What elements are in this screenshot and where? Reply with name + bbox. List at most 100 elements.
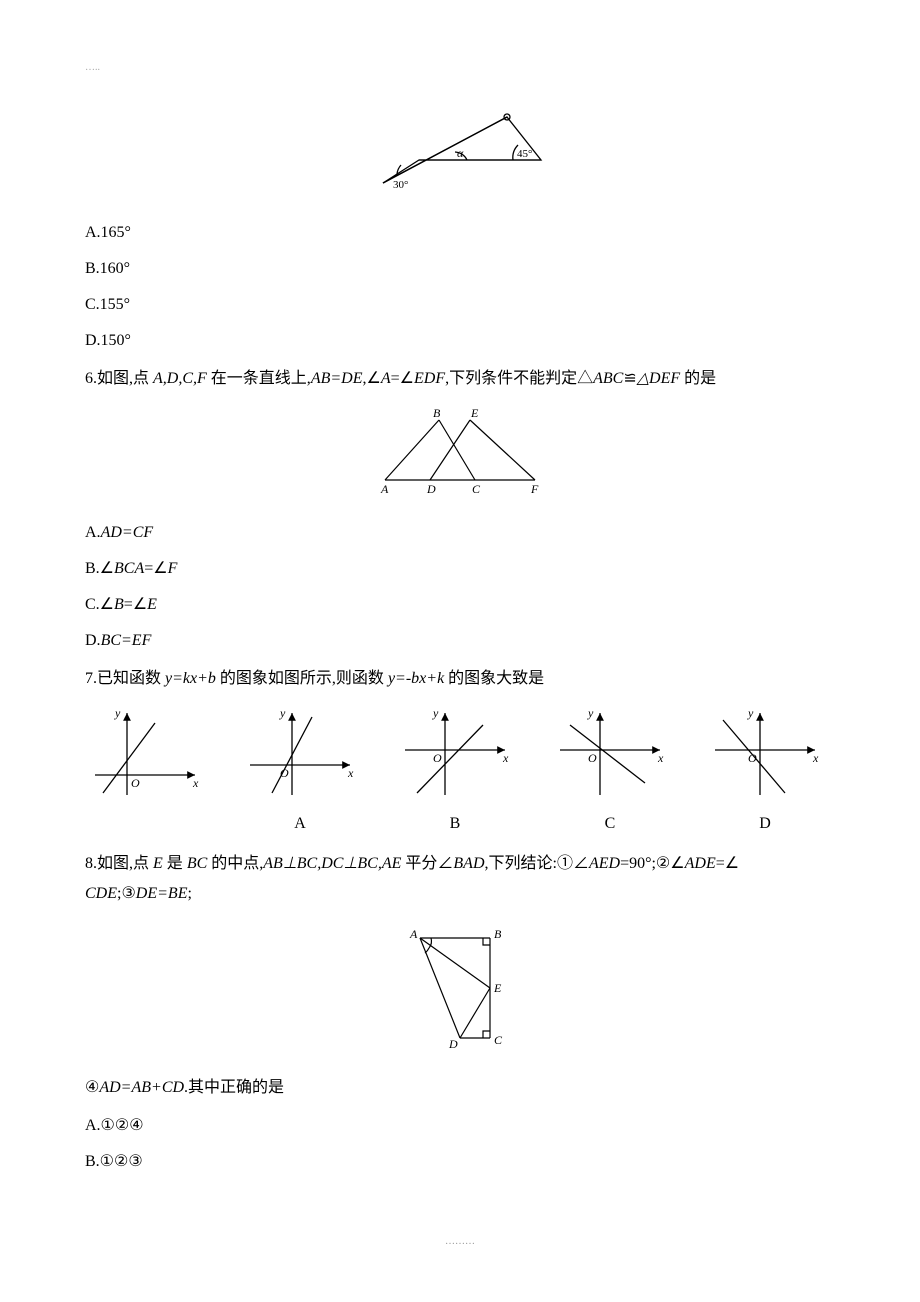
ax-x: x	[347, 766, 354, 780]
q8-lblD: D	[448, 1037, 458, 1050]
ax-x: x	[502, 751, 509, 765]
q5-option-b: B.160°	[85, 257, 835, 281]
q8-BAD: BAD	[453, 855, 484, 872]
q6-optD-body: BC=EF	[101, 632, 152, 649]
q8-eqang: =∠	[716, 855, 739, 872]
q6-optB-b2: F	[168, 560, 178, 577]
q6-optB: B.∠BCA=∠F	[85, 557, 835, 581]
q6-m2: ,∠	[362, 370, 380, 387]
q8-CDE: CDE	[85, 885, 117, 902]
q7-lblA: A	[240, 812, 360, 836]
q8-m1: 是	[163, 855, 187, 872]
q5-option-d: D.150°	[85, 329, 835, 353]
q8-lblC: C	[494, 1033, 503, 1047]
q7-mid: 的图象如图所示,则函数	[216, 670, 388, 687]
q6-eq1: AB=DE	[311, 370, 363, 387]
q6-m3: ,下列条件不能判定△	[445, 370, 593, 387]
q6-a1: A	[381, 370, 391, 387]
q6-optD-pre: D.	[85, 632, 101, 649]
q8-E: E	[153, 855, 163, 872]
ax-y: y	[587, 706, 594, 720]
q6-points: A,D,C,F	[153, 370, 207, 387]
q6-t2: △DEF	[637, 370, 680, 387]
q7-lblB: B	[395, 812, 515, 836]
q7-optC-graph: x y O C	[550, 705, 670, 836]
q6-t1: ABC	[593, 370, 623, 387]
ax-x: x	[657, 751, 664, 765]
q6-post: 的是	[680, 370, 716, 387]
q6-optB-b1: BCA	[114, 560, 144, 577]
q7-graphs: x y O x y O A	[85, 705, 835, 836]
q8-p1: AB⊥BC,DC⊥BC,AE	[263, 855, 401, 872]
q7-f1: y=kx+b	[165, 670, 216, 687]
q7-lblC: C	[550, 812, 670, 836]
ax-x: x	[192, 776, 199, 790]
q5-figure: 30° α 45°	[85, 85, 835, 203]
q8-m4: ,下列结论:①∠	[485, 855, 589, 872]
q8-pre: 8.如图,点	[85, 855, 153, 872]
q8-m2: 的中点,	[207, 855, 263, 872]
q8-lblB: B	[494, 927, 502, 941]
q6-optA-body: AD=CF	[101, 524, 154, 541]
q6-lblF: F	[530, 482, 539, 495]
q7-pre: 7.已知函数	[85, 670, 165, 687]
q8-t1: ;②∠	[651, 855, 684, 872]
q6-lblD: D	[426, 482, 436, 495]
q7-post: 的图象大致是	[444, 670, 544, 687]
q6-optA-pre: A.	[85, 524, 101, 541]
q7-given: x y O	[85, 705, 205, 836]
q7-optD-graph: x y O D	[705, 705, 825, 836]
ax-y: y	[747, 706, 754, 720]
q8-l3post: .其中正确的是	[184, 1079, 284, 1096]
q8-l2eq: DE=BE	[136, 885, 188, 902]
ax-y: y	[432, 706, 439, 720]
q8-optB: B.①②③	[85, 1150, 835, 1174]
header-ellipsis: …..	[85, 60, 835, 75]
ax-x: x	[812, 751, 819, 765]
q7-f2: y=-bx+k	[388, 670, 444, 687]
q8-line3: ④AD=AB+CD.其中正确的是	[85, 1076, 835, 1100]
q7-lblD: D	[705, 812, 825, 836]
ax-O: O	[588, 751, 597, 765]
q6-lblB: B	[433, 406, 441, 420]
q6-optB-mid: =∠	[144, 560, 167, 577]
q6-lblC: C	[472, 482, 481, 495]
ax-y: y	[279, 706, 286, 720]
q6-figure: A D C F B E	[85, 405, 835, 503]
q8-l2m: ;③	[117, 885, 136, 902]
q7-optB-graph: x y O B	[395, 705, 515, 836]
q6-pre: 6.如图,点	[85, 370, 153, 387]
q8-line1: 8.如图,点 E 是 BC 的中点,AB⊥BC,DC⊥BC,AE 平分∠BAD,…	[85, 852, 835, 876]
q6-optA: A.AD=CF	[85, 521, 835, 545]
q8-line2: CDE;③DE=BE;	[85, 882, 835, 906]
ax-y: y	[114, 706, 121, 720]
q7-optA-graph: x y O A	[240, 705, 360, 836]
q6-optC: C.∠B=∠E	[85, 593, 835, 617]
q6-cong: ≌	[623, 370, 636, 387]
q6-lblE: E	[470, 406, 479, 420]
q6-stem: 6.如图,点 A,D,C,F 在一条直线上,AB=DE,∠A=∠EDF,下列条件…	[85, 367, 835, 391]
q6-lblA: A	[380, 482, 389, 495]
q8-ADE: ADE	[685, 855, 716, 872]
angle-alpha: α	[457, 146, 464, 160]
q7-stem: 7.已知函数 y=kx+b 的图象如图所示,则函数 y=-bx+k 的图象大致是	[85, 667, 835, 691]
q6-a2: EDF	[414, 370, 445, 387]
q6-optC-mid: =∠	[124, 596, 147, 613]
ax-O: O	[433, 751, 442, 765]
q8-lblE: E	[493, 981, 502, 995]
q8-AED: AED	[589, 855, 620, 872]
q5-option-c: C.155°	[85, 293, 835, 317]
q8-m3: 平分∠	[401, 855, 453, 872]
q8-eq90: =90°	[620, 855, 651, 872]
q6-eqmid: =∠	[391, 370, 414, 387]
ax-O: O	[280, 766, 289, 780]
angle-45: 45°	[517, 148, 532, 160]
q8-figure: A B E C D	[85, 920, 835, 1058]
angle-30: 30°	[393, 179, 408, 191]
q6-optD: D.BC=EF	[85, 629, 835, 653]
q6-optC-b2: E	[147, 596, 157, 613]
ax-O: O	[131, 776, 140, 790]
q8-BC: BC	[187, 855, 207, 872]
q6-optC-pre: C.∠	[85, 596, 114, 613]
q6-optC-b1: B	[114, 596, 124, 613]
